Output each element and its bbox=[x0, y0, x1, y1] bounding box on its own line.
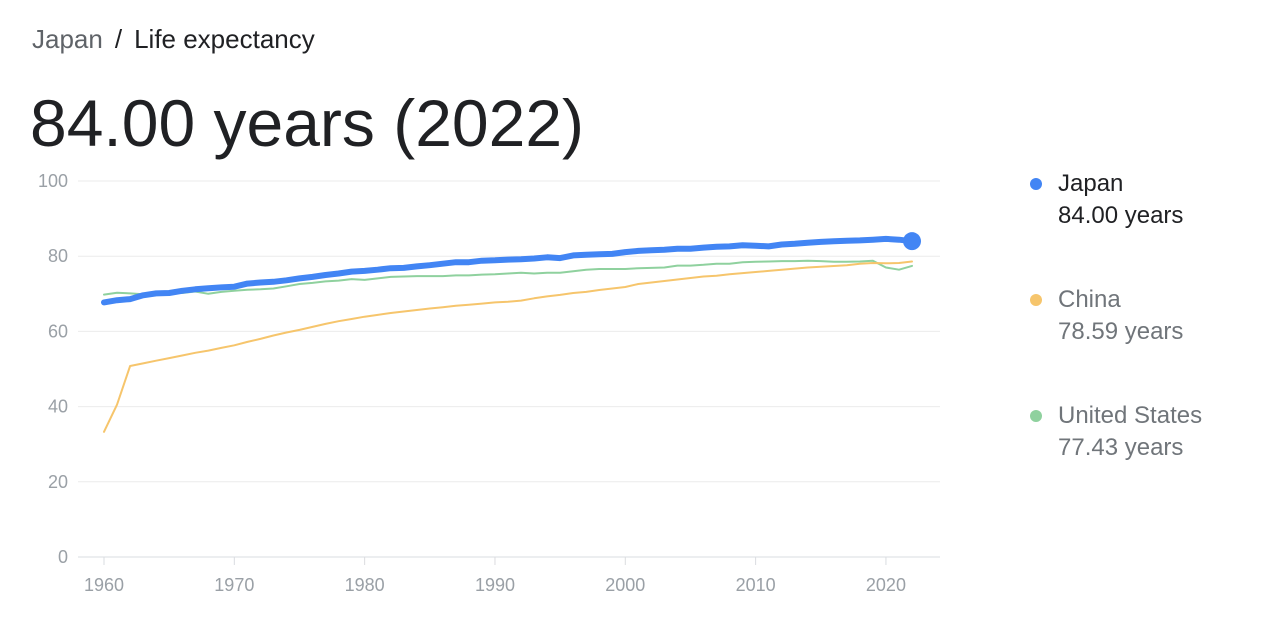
legend-name: China bbox=[1058, 286, 1121, 313]
life-expectancy-chart[interactable]: 0 20 40 60 80 100 1960 1970 1980 1990 2000 2010 202… bbox=[0, 160, 960, 638]
y-tick-label: 0 bbox=[58, 547, 68, 567]
legend-dot-japan bbox=[1030, 178, 1042, 190]
legend-dot-china bbox=[1030, 294, 1042, 306]
legend-name: Japan bbox=[1058, 170, 1124, 197]
chart-gridlines bbox=[78, 180, 940, 558]
series-line-china[interactable] bbox=[103, 260, 913, 433]
y-tick-label: 20 bbox=[48, 472, 68, 492]
legend-name: United States bbox=[1058, 402, 1203, 429]
x-tick-label: 2000 bbox=[605, 575, 645, 595]
breadcrumb: Japan / Life expectancy bbox=[32, 22, 315, 56]
legend-dot-united-states bbox=[1030, 410, 1042, 422]
x-tick-label: 1980 bbox=[345, 575, 385, 595]
legend-value: 78.59 years bbox=[1058, 318, 1184, 345]
series-line-united-states[interactable] bbox=[103, 259, 913, 296]
legend-item-japan[interactable]: Japan 84.00 years bbox=[1030, 168, 1270, 232]
breadcrumb-current: Life expectancy bbox=[134, 24, 315, 54]
breadcrumb-separator: / bbox=[114, 24, 123, 54]
y-tick-label: 60 bbox=[48, 321, 68, 341]
x-tick-label: 2010 bbox=[736, 575, 776, 595]
chart-legend: Japan 84.00 years China 78.59 years Unit… bbox=[1030, 168, 1270, 516]
y-axis: 0 20 40 60 80 100 bbox=[38, 171, 68, 567]
series-line-japan[interactable] bbox=[101, 235, 915, 306]
y-tick-label: 40 bbox=[48, 397, 68, 417]
legend-value: 84.00 years bbox=[1058, 202, 1184, 229]
x-tick-label: 2020 bbox=[866, 575, 906, 595]
y-tick-label: 80 bbox=[48, 246, 68, 266]
y-tick-label: 100 bbox=[38, 171, 68, 191]
chart-series[interactable] bbox=[101, 232, 921, 433]
x-tick-label: 1990 bbox=[475, 575, 515, 595]
legend-value: 77.43 years bbox=[1058, 434, 1184, 461]
x-axis: 1960 1970 1980 1990 2000 2010 2020 bbox=[84, 557, 906, 595]
breadcrumb-country-link[interactable]: Japan bbox=[32, 24, 103, 54]
headline-value: 84.00 years (2022) bbox=[30, 86, 585, 160]
legend-item-united-states[interactable]: United States 77.43 years bbox=[1030, 400, 1270, 464]
series-end-point-japan[interactable] bbox=[903, 232, 921, 251]
x-tick-label: 1960 bbox=[84, 575, 124, 595]
x-tick-label: 1970 bbox=[214, 575, 254, 595]
legend-item-china[interactable]: China 78.59 years bbox=[1030, 284, 1270, 348]
